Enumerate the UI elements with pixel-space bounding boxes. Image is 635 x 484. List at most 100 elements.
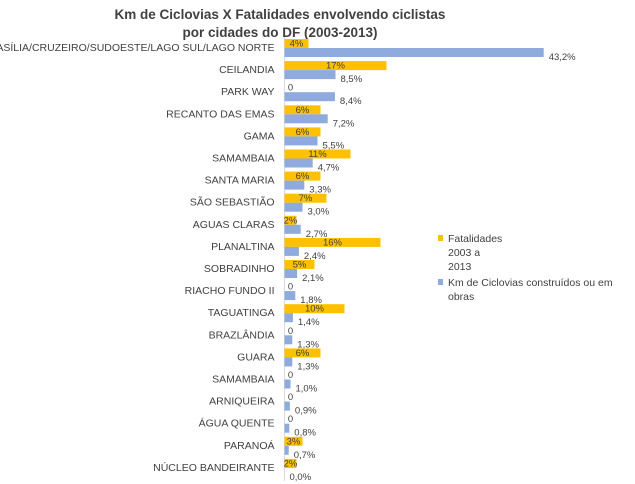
data-label-ciclovias: 0,9%	[295, 406, 317, 417]
bar-ciclovias	[284, 313, 293, 323]
data-label-ciclovias: 43,2%	[549, 52, 576, 63]
category-label: PARK WAY	[221, 86, 274, 98]
category-label: GUARA	[237, 351, 274, 363]
data-label-ciclovias: 3,3%	[309, 185, 331, 196]
data-label-fatalidades: 11%	[308, 149, 327, 160]
data-label-fatalidades: 0	[288, 282, 293, 293]
data-label-ciclovias: 0,8%	[294, 428, 316, 439]
bar-ciclovias	[284, 92, 335, 102]
data-label-ciclovias: 0,0%	[290, 472, 312, 483]
data-label-fatalidades: 6%	[296, 171, 310, 182]
chart-title-line-2: por cidades do DF (2003-2013)	[182, 25, 378, 40]
data-label-fatalidades: 2%	[284, 458, 298, 469]
bar-fatalidades	[284, 215, 297, 225]
bar-fatalidades	[284, 260, 315, 269]
bar-fatalidades	[284, 304, 345, 314]
bar-ciclovias	[284, 70, 336, 80]
data-label-ciclovias: 1,4%	[298, 317, 320, 328]
bar-ciclovias	[284, 445, 289, 455]
bar-fatalidades	[284, 348, 321, 358]
data-label-ciclovias: 1,3%	[297, 361, 319, 372]
data-label-fatalidades: 0	[288, 392, 293, 403]
data-label-ciclovias: 4,7%	[318, 163, 340, 174]
category-label: SAMAMBAIA	[212, 153, 274, 165]
bar-ciclovias	[284, 423, 290, 433]
data-label-ciclovias: 1,0%	[296, 384, 318, 395]
category-label: NÚCLEO BANDEIRANTE	[153, 461, 274, 474]
category-label: ÁGUA QUENTE	[199, 417, 275, 430]
data-label-ciclovias: 5,5%	[323, 140, 345, 151]
data-label-fatalidades: 6%	[296, 105, 310, 116]
data-label-fatalidades: 0	[288, 83, 293, 94]
bar-ciclovias	[284, 401, 290, 411]
data-label-fatalidades: 16%	[323, 237, 343, 248]
data-label-ciclovias: 0,7%	[294, 450, 316, 461]
category-label: ARNIQUEIRA	[209, 396, 274, 408]
legend-swatch-fatalidades	[438, 235, 443, 241]
data-label-fatalidades: 0	[288, 326, 293, 337]
bar-fatalidades	[284, 171, 321, 181]
bar-ciclovias	[284, 379, 291, 389]
data-label-fatalidades: 6%	[296, 127, 310, 138]
legend-label-fatalidades: Fatalidades 2003 a 2013	[448, 233, 503, 273]
data-label-fatalidades: 2%	[284, 215, 298, 226]
bar-fatalidades	[284, 105, 321, 115]
data-label-fatalidades: 3%	[287, 436, 301, 447]
bar-ciclovias	[284, 357, 293, 367]
data-label-ciclovias: 2,4%	[304, 251, 326, 262]
bar-fatalidades	[284, 149, 351, 159]
category-label: CEILANDIA	[219, 64, 274, 76]
category-label: RECANTO DAS EMAS	[166, 108, 274, 120]
category-label: SÃO SEBASTIÃO	[190, 196, 275, 209]
data-label-fatalidades: 10%	[305, 304, 325, 315]
bar-fatalidades	[284, 193, 327, 203]
data-label-ciclovias: 1,3%	[297, 339, 319, 350]
bar-ciclovias	[284, 224, 301, 234]
bar-fatalidades	[284, 39, 309, 48]
chart-title: Km de Ciclovias X Fatalidades envolvendo…	[0, 6, 560, 42]
bar-fatalidades	[284, 127, 321, 137]
category-label: PLANALTINA	[211, 241, 274, 253]
data-label-fatalidades: 17%	[326, 61, 346, 72]
bar-ciclovias	[284, 269, 298, 278]
category-label: RIACHO FUNDO II	[185, 285, 275, 297]
bar-ciclovias	[284, 246, 299, 256]
bar-ciclovias	[284, 180, 305, 190]
bar-ciclovias	[284, 202, 303, 212]
bar-fatalidades	[284, 458, 297, 468]
legend-label-ciclovias: Km de Ciclovias construídos ou em obras	[448, 277, 613, 303]
bar-ciclovias	[284, 136, 318, 146]
data-label-ciclovias: 1,8%	[300, 295, 322, 306]
category-label: GAMA	[244, 130, 275, 142]
category-label: PARANOÁ	[224, 439, 275, 452]
bar-ciclovias	[284, 291, 296, 301]
chart-title-line-1: Km de Ciclovias X Fatalidades envolvendo…	[114, 7, 446, 22]
bar-ciclovias	[284, 335, 293, 345]
category-label: BRASÍLIA/CRUZEIRO/SUDOESTE/LAGO SUL/LAGO…	[0, 41, 275, 54]
data-label-ciclovias: 8,5%	[341, 74, 363, 85]
data-label-fatalidades: 7%	[299, 193, 313, 204]
data-label-fatalidades: 6%	[296, 348, 310, 359]
bar-fatalidades	[284, 61, 387, 71]
data-label-ciclovias: 7,2%	[333, 118, 355, 129]
data-label-fatalidades: 0	[288, 370, 293, 381]
legend-swatch-ciclovias	[438, 279, 443, 285]
bar-ciclovias	[284, 158, 313, 168]
bar-ciclovias	[284, 48, 544, 57]
data-label-ciclovias: 2,1%	[302, 273, 324, 284]
data-label-ciclovias: 2,7%	[306, 229, 328, 240]
category-label: TAGUATINGA	[208, 307, 275, 319]
category-label: AGUAS CLARAS	[193, 219, 275, 231]
bar-fatalidades	[284, 237, 381, 247]
data-label-fatalidades: 4%	[290, 39, 304, 50]
data-label-fatalidades: 5%	[293, 260, 307, 271]
category-label: SANTA MARIA	[205, 175, 275, 187]
category-label: SAMAMBAIA	[212, 374, 274, 386]
category-label: SOBRADINHO	[204, 263, 275, 275]
bar-fatalidades	[284, 436, 303, 446]
data-label-ciclovias: 8,4%	[340, 96, 362, 107]
bar-ciclovias	[284, 114, 328, 124]
category-label: BRAZLÂNDIA	[209, 328, 275, 341]
data-label-ciclovias: 3,0%	[308, 207, 330, 218]
